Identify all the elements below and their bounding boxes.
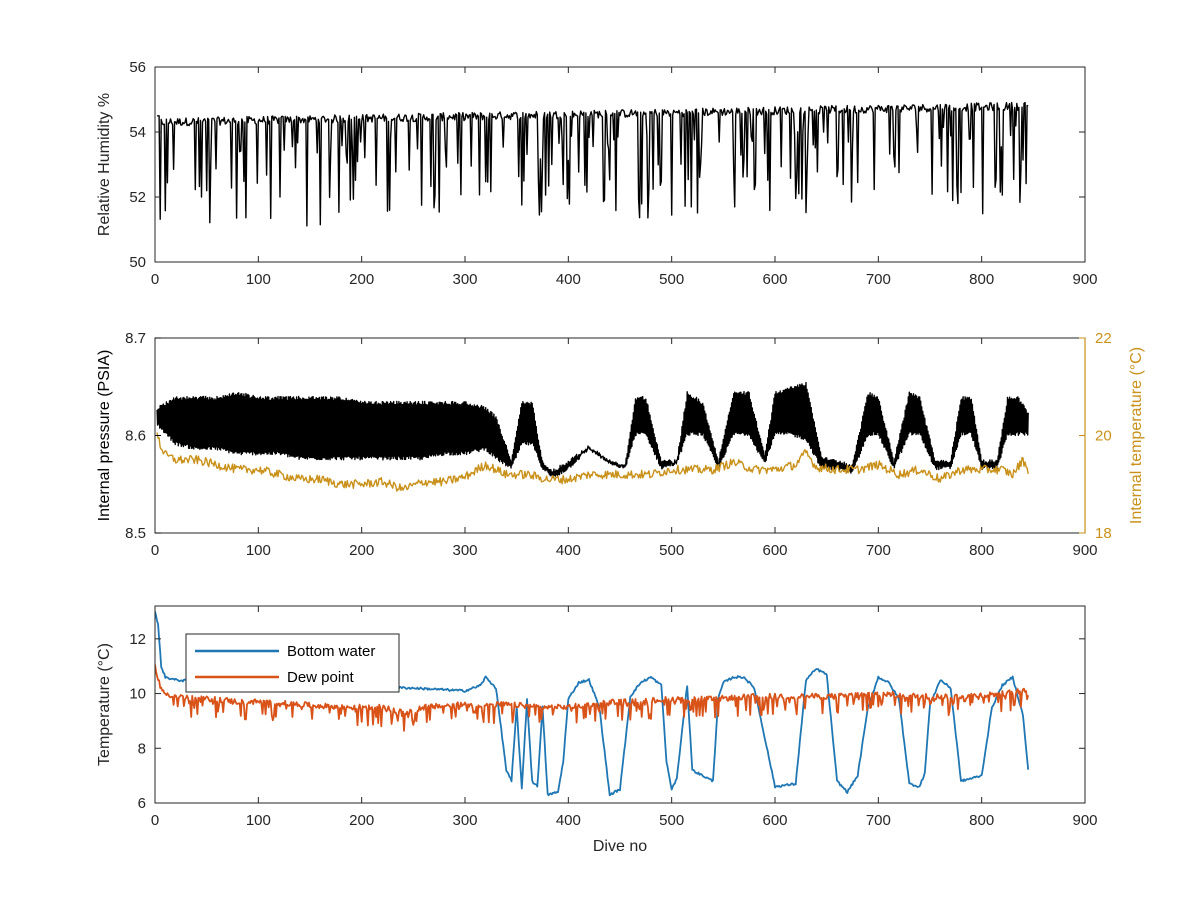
y-tick-label: 8.6 xyxy=(125,428,146,445)
x-tick-label: 900 xyxy=(1072,271,1097,288)
x-tick-label: 600 xyxy=(762,542,787,559)
legend-box xyxy=(185,633,400,693)
y-axis-label: Relative Humidity % xyxy=(96,93,113,236)
x-tick-label: 800 xyxy=(969,812,994,829)
plot-area xyxy=(156,381,1029,492)
y-tick-label: 52 xyxy=(129,189,146,206)
y-tick-label: 8.5 xyxy=(125,525,146,542)
x-tick-label: 0 xyxy=(151,271,159,288)
series-line-1-0 xyxy=(156,381,1029,479)
x-tick-label: 100 xyxy=(246,542,271,559)
x-axis-label: Dive no xyxy=(593,838,647,855)
x-tick-label: 600 xyxy=(762,271,787,288)
x-tick-label: 500 xyxy=(659,812,684,829)
x-tick-label: 400 xyxy=(556,542,581,559)
x-tick-label: 800 xyxy=(969,542,994,559)
x-tick-label: 300 xyxy=(452,542,477,559)
x-tick-label: 700 xyxy=(866,542,891,559)
x-tick-label: 300 xyxy=(452,271,477,288)
x-tick-label: 0 xyxy=(151,542,159,559)
x-tick-label: 100 xyxy=(246,812,271,829)
y-tick-label-right: 22 xyxy=(1095,330,1112,347)
plot-area xyxy=(157,101,1029,227)
y-tick-label: 56 xyxy=(129,59,146,76)
x-tick-label: 0 xyxy=(151,812,159,829)
y-tick-label-right: 18 xyxy=(1095,525,1112,542)
y-tick-label: 10 xyxy=(129,686,146,703)
y-axis-label-right: Internal temperature (°C) xyxy=(1128,347,1145,524)
x-tick-label: 900 xyxy=(1072,812,1097,829)
x-tick-label: 800 xyxy=(969,271,994,288)
axes-box xyxy=(154,66,1086,263)
x-tick-label: 700 xyxy=(866,812,891,829)
series-line-2-1 xyxy=(155,664,1030,732)
y-tick-label: 6 xyxy=(138,795,146,812)
x-tick-label: 200 xyxy=(349,271,374,288)
humidity-panel: 0 100 200 300 400 500 600 700 800 900 50 52 54 56 Rela… xyxy=(96,59,1098,288)
x-tick-label: 200 xyxy=(349,812,374,829)
legend-entry: Dew point xyxy=(287,669,355,686)
y-axis-label: Temperature (°C) xyxy=(96,643,113,766)
series-line-0-0 xyxy=(157,101,1029,227)
x-tick-label: 900 xyxy=(1072,542,1097,559)
x-tick-label: 400 xyxy=(556,812,581,829)
series-line-1-1 xyxy=(156,432,1029,492)
axes-box xyxy=(154,605,1086,804)
x-tick-label: 300 xyxy=(452,812,477,829)
pressure-temperature-panel: 0 100 200 300 400 500 600 700 800 900 8.5 8.6 8.7 18 2… xyxy=(96,330,1145,559)
x-tick-label: 100 xyxy=(246,271,271,288)
y-tick-label: 12 xyxy=(129,631,146,648)
y-tick-label: 50 xyxy=(129,254,146,271)
y-tick-label: 54 xyxy=(129,124,146,141)
y-tick-label: 8 xyxy=(138,740,146,757)
y-tick-label: 8.7 xyxy=(125,330,146,347)
x-tick-label: 200 xyxy=(349,542,374,559)
legend-entry: Bottom water xyxy=(287,643,375,660)
temperature-panel: 0 100 200 300 400 500 600 700 800 900 6 8 10 12 Temper… xyxy=(96,605,1098,855)
x-tick-label: 500 xyxy=(659,271,684,288)
x-tick-label: 600 xyxy=(762,812,787,829)
y-axis-label: Internal pressure (PSIA) xyxy=(96,350,113,522)
x-tick-label: 700 xyxy=(866,271,891,288)
x-tick-label: 400 xyxy=(556,271,581,288)
y-tick-label-right: 20 xyxy=(1095,428,1112,445)
x-tick-label: 500 xyxy=(659,542,684,559)
